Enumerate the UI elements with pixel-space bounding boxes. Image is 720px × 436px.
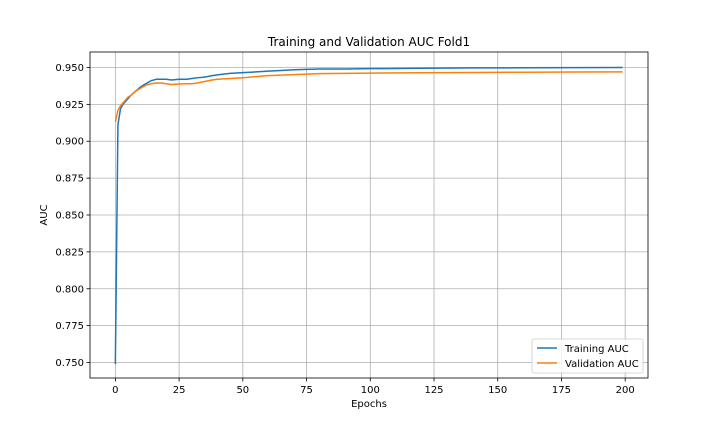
- legend-label-training-auc: Training AUC: [564, 344, 629, 355]
- y-tick-label: 0.800: [55, 284, 84, 295]
- x-tick-label: 25: [173, 385, 186, 396]
- x-tick-label: 0: [112, 385, 118, 396]
- legend: Training AUC Validation AUC: [531, 338, 644, 374]
- y-tick-label: 0.875: [55, 174, 84, 185]
- series-line-validation-auc: [114, 71, 623, 123]
- x-tick-label: 100: [361, 385, 380, 396]
- x-axis-label: Epochs: [351, 399, 387, 410]
- legend-box: [531, 338, 644, 374]
- grid: [90, 52, 648, 378]
- y-tick-label: 0.825: [55, 247, 84, 258]
- y-axis-label: AUC: [39, 204, 50, 225]
- x-tick-label: 50: [236, 385, 249, 396]
- y-axis: 0.750 0.775 0.800 0.825 0.850 0.875 0.900 0.925…: [55, 63, 90, 369]
- x-tick-label: 150: [488, 385, 507, 396]
- y-tick-label: 0.775: [55, 321, 84, 332]
- y-tick-label: 0.900: [55, 137, 84, 148]
- y-tick-label: 0.850: [55, 211, 84, 222]
- chart-title: Training and Validation AUC Fold1: [267, 35, 470, 49]
- x-tick-label: 125: [424, 385, 443, 396]
- series-lines: [114, 66, 623, 364]
- x-tick-label: 200: [616, 385, 635, 396]
- x-axis: 0 25 50 75 100 125 150 175 200: [112, 378, 635, 396]
- x-tick-label: 175: [552, 385, 571, 396]
- legend-label-validation-auc: Validation AUC: [565, 359, 639, 370]
- y-tick-label: 0.925: [55, 100, 84, 111]
- y-tick-label: 0.750: [55, 358, 84, 369]
- y-tick-label: 0.950: [55, 63, 84, 74]
- x-tick-label: 75: [300, 385, 313, 396]
